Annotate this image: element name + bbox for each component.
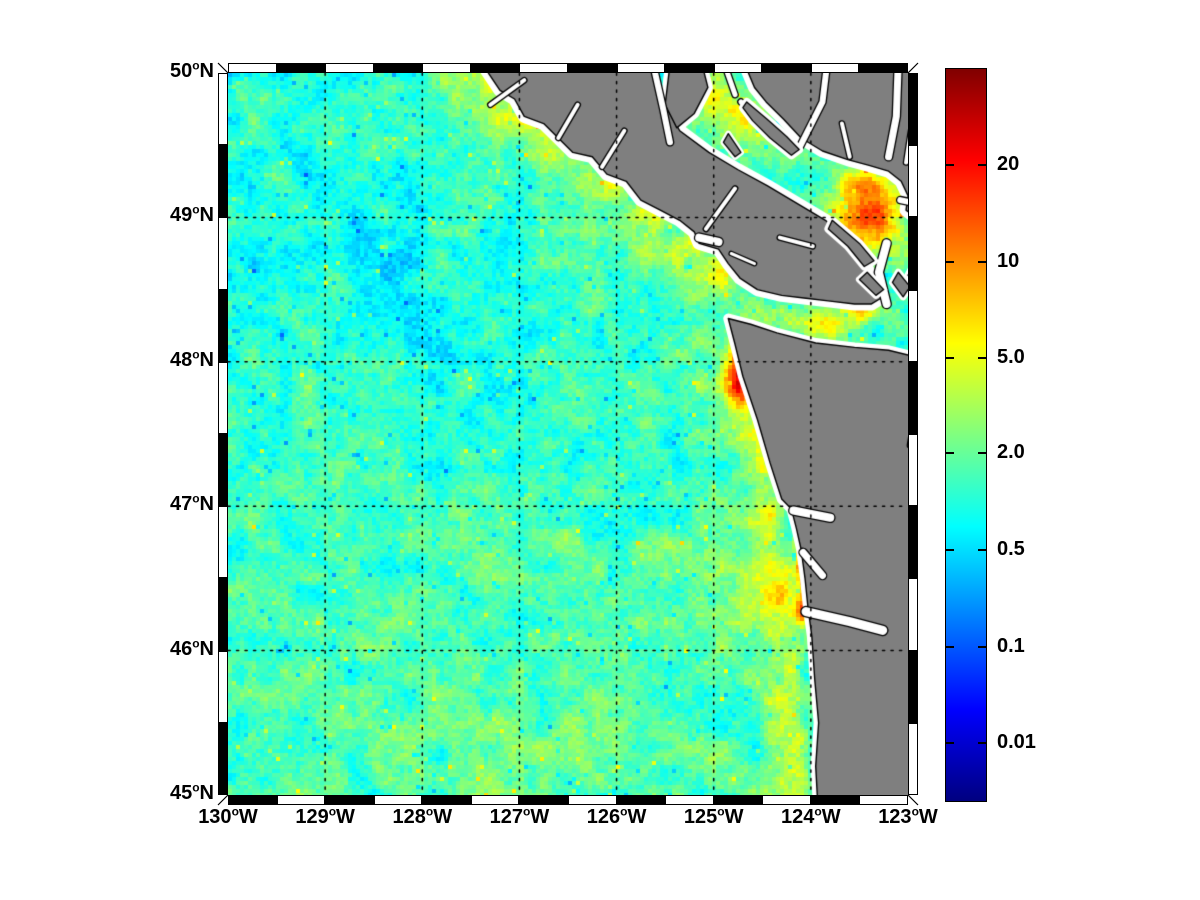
- frame-segment-top: [762, 63, 811, 73]
- frame-segment-top: [228, 63, 277, 73]
- colorbar-tick: [946, 646, 954, 649]
- frame-segment-right: [908, 722, 918, 795]
- frame-segment-left: [218, 145, 228, 218]
- frame-segment-left: [218, 434, 228, 507]
- y-tick-label: 48oN: [169, 347, 214, 371]
- frame-segment-bottom: [325, 795, 374, 805]
- frame-segment-bottom: [519, 795, 568, 805]
- y-tick-label: 45oN: [169, 780, 214, 804]
- frame-segment-right: [908, 361, 918, 434]
- map-plot-area: [228, 73, 908, 795]
- frame-segment-top: [325, 63, 374, 73]
- colorbar-tick: [946, 163, 954, 166]
- x-tick-label: 129oW: [295, 804, 355, 828]
- frame-segment-bottom: [422, 795, 471, 805]
- frame-segment-right: [908, 73, 918, 146]
- colorbar-tick-label: 10: [997, 249, 1020, 272]
- frame-segment-left: [218, 506, 228, 579]
- colorbar-tick: [978, 163, 986, 166]
- colorbar-tick-label: 20: [997, 152, 1020, 175]
- colorbar-tick-label: 5.0: [997, 345, 1025, 368]
- frame-segment-right: [908, 145, 918, 218]
- colorbar-tick: [946, 260, 954, 263]
- frame-segment-bottom: [762, 795, 811, 805]
- colorbar-tick-label: 0.1: [997, 635, 1025, 658]
- frame-segment-right: [908, 578, 918, 651]
- frame-segment-top: [665, 63, 714, 73]
- y-tick-label: 50oN: [169, 58, 214, 82]
- frame-segment-bottom: [228, 795, 277, 805]
- frame-segment-right: [908, 506, 918, 579]
- frame-segment-bottom: [665, 795, 714, 805]
- frame-segment-bottom: [616, 795, 666, 805]
- frame-segment-top: [519, 63, 568, 73]
- frame-segment-left: [218, 73, 228, 146]
- frame-segment-bottom: [373, 795, 423, 805]
- x-tick-label: 126oW: [586, 804, 647, 828]
- y-tick-label: 49oN: [169, 202, 214, 227]
- colorbar-tick: [946, 356, 954, 359]
- colorbar-tick: [946, 451, 954, 454]
- x-tick-label: 130oW: [198, 804, 258, 828]
- frame-segment-top: [470, 63, 520, 73]
- frame-segment-left: [218, 289, 228, 362]
- colorbar-tick: [978, 742, 986, 745]
- colorbar-tick: [978, 260, 986, 263]
- y-tick-label: 46oN: [169, 635, 214, 660]
- frame-segment-top: [568, 63, 617, 73]
- colorbar-tick-label: 0.01: [997, 731, 1036, 754]
- colorbar-tick: [978, 549, 986, 552]
- frame-segment-left: [218, 217, 228, 290]
- frame-segment-top: [713, 63, 763, 73]
- frame-segment-top: [810, 63, 860, 73]
- y-tick-label: 47oN: [169, 491, 214, 516]
- frame-segment-top: [276, 63, 326, 73]
- colorbar-tick-label: 0.5: [997, 538, 1025, 561]
- frame-segment-left: [218, 578, 228, 651]
- frame-segment-right: [908, 217, 918, 290]
- frame-segment-left: [218, 722, 228, 795]
- frame-segment-top: [616, 63, 666, 73]
- frame-segment-bottom: [859, 795, 908, 805]
- map-canvas: [228, 73, 908, 795]
- frame-segment-right: [908, 289, 918, 362]
- colorbar-tick: [978, 646, 986, 649]
- x-tick-label: 125oW: [683, 804, 744, 828]
- x-tick-label: 123oW: [878, 804, 938, 828]
- x-tick-label: 127oW: [489, 804, 550, 828]
- frame-segment-top: [859, 63, 908, 73]
- colorbar-gradient: [945, 68, 987, 802]
- frame-segment-bottom: [470, 795, 520, 805]
- colorbar: [945, 68, 987, 802]
- frame-segment-bottom: [810, 795, 860, 805]
- frame-segment-left: [218, 361, 228, 434]
- frame-segment-bottom: [568, 795, 617, 805]
- frame-segment-right: [908, 434, 918, 507]
- frame-segment-right: [908, 650, 918, 723]
- colorbar-tick: [978, 356, 986, 359]
- frame-segment-left: [218, 650, 228, 723]
- colorbar-tick: [946, 549, 954, 552]
- colorbar-tick: [946, 742, 954, 745]
- frame-segment-top: [422, 63, 471, 73]
- frame-segment-top: [373, 63, 423, 73]
- colorbar-tick-label: 2.0: [997, 440, 1025, 463]
- colorbar-tick: [978, 451, 986, 454]
- frame-segment-bottom: [713, 795, 763, 805]
- x-tick-label: 128oW: [392, 804, 453, 828]
- frame-segment-bottom: [276, 795, 326, 805]
- x-tick-label: 124oW: [781, 804, 841, 828]
